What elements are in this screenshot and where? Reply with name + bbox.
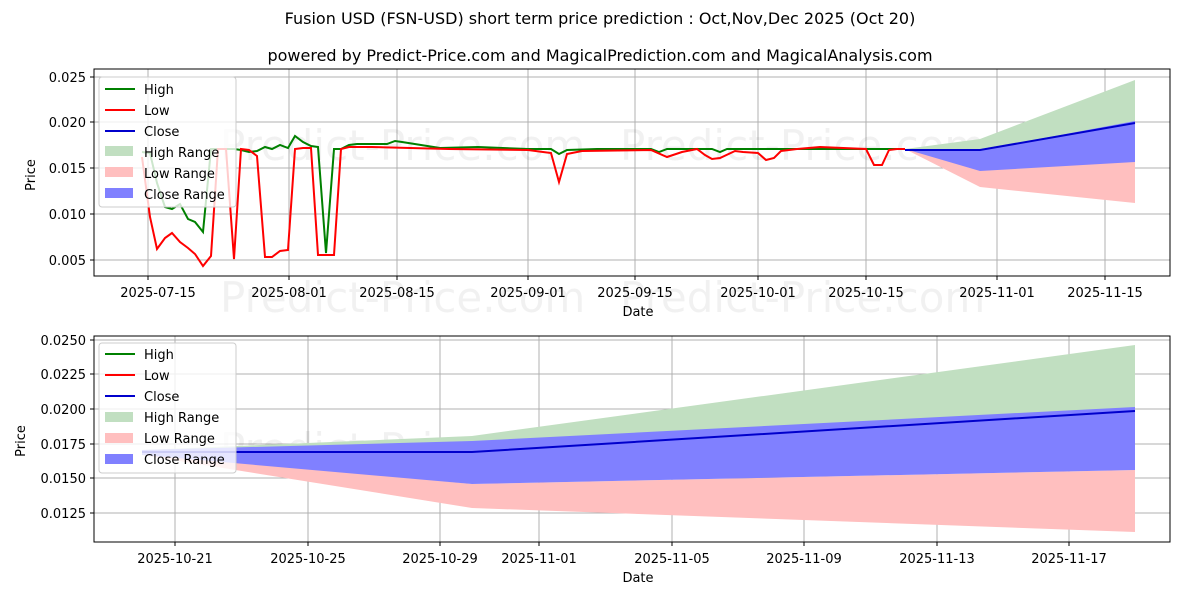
legend-label: High Range [144, 146, 219, 161]
y-axis-label: Price [14, 425, 29, 457]
y-axis-label: Price [24, 159, 39, 191]
legend-high-range-swatch [105, 412, 133, 422]
x-axis-label: Date [622, 571, 653, 586]
y-tick-label: 0.0175 [41, 438, 87, 453]
legend-label: Close [144, 125, 179, 140]
y-tick-label: 0.025 [49, 71, 86, 86]
x-tick-label: 2025-07-15 [120, 286, 196, 301]
bottom-y-axis: 0.0250 0.0225 0.0200 0.0175 0.0150 0.012… [14, 334, 94, 522]
bottom-x-axis: 2025-10-21 2025-10-25 2025-10-29 2025-11… [137, 542, 1107, 586]
legend-label: Low Range [144, 167, 215, 182]
x-tick-label: 2025-09-15 [597, 286, 673, 301]
legend-label: High Range [144, 411, 219, 426]
y-tick-label: 0.0225 [41, 368, 87, 383]
watermark: Predict-Price.com [220, 273, 585, 322]
y-tick-label: 0.020 [49, 116, 86, 131]
x-tick-label: 2025-11-01 [501, 552, 577, 567]
legend-low-range-swatch [105, 167, 133, 177]
x-tick-label: 2025-08-15 [359, 286, 435, 301]
legend-label: Close Range [144, 453, 225, 468]
y-tick-label: 0.0200 [41, 403, 87, 418]
legend-label: Close [144, 390, 179, 405]
legend-close-range-swatch [105, 454, 133, 464]
y-tick-label: 0.005 [49, 254, 86, 269]
chart-subtitle: powered by Predict-Price.com and Magical… [267, 46, 933, 65]
top-close-line [905, 122, 1136, 151]
x-tick-label: 2025-11-15 [1067, 286, 1143, 301]
y-tick-label: 0.0125 [41, 507, 87, 522]
x-tick-label: 2025-11-05 [634, 552, 710, 567]
watermark: Predict-Price.com [620, 273, 985, 322]
watermark: Predict-Price.com [220, 121, 585, 170]
top-x-axis: 2025-07-15 2025-08-01 2025-08-15 2025-09… [120, 276, 1143, 320]
x-tick-label: 2025-10-21 [137, 552, 213, 567]
legend-high-range-swatch [105, 146, 133, 156]
x-tick-label: 2025-08-01 [251, 286, 327, 301]
y-tick-label: 0.010 [49, 208, 86, 223]
top-high-range-area [905, 80, 1135, 149]
x-tick-label: 2025-11-13 [899, 552, 975, 567]
x-tick-label: 2025-11-17 [1031, 552, 1107, 567]
y-tick-label: 0.0150 [41, 472, 87, 487]
top-high-line [141, 134, 905, 254]
top-legend: High Low Close High Range Low Range Clos… [98, 76, 237, 208]
bottom-close-line [142, 410, 1136, 453]
x-tick-label: 2025-11-01 [959, 286, 1035, 301]
top-grid [94, 69, 1170, 276]
x-axis-label: Date [622, 305, 653, 320]
bottom-chart: Predict-Price.com Predict-Price.com 0.02… [14, 334, 1171, 586]
top-chart: Predict-Price.com Predict-Price.com Pred… [24, 68, 1171, 322]
legend-label: Low [144, 104, 170, 119]
legend-label: Close Range [144, 188, 225, 203]
legend-label: Low Range [144, 432, 215, 447]
x-tick-label: 2025-09-01 [490, 286, 566, 301]
y-tick-label: 0.015 [49, 162, 86, 177]
legend-close-range-swatch [105, 188, 133, 198]
y-tick-label: 0.0250 [41, 334, 87, 349]
bottom-legend: High Low Close High Range Low Range Clos… [98, 342, 237, 474]
x-tick-label: 2025-10-25 [270, 552, 346, 567]
x-tick-label: 2025-10-01 [720, 286, 796, 301]
legend-label: High [144, 348, 174, 363]
chart-title: Fusion USD (FSN-USD) short term price pr… [284, 9, 916, 28]
x-tick-label: 2025-10-29 [402, 552, 478, 567]
x-tick-label: 2025-11-09 [766, 552, 842, 567]
legend-label: Low [144, 369, 170, 384]
x-tick-label: 2025-10-15 [828, 286, 904, 301]
top-low-line [141, 145, 905, 268]
legend-low-range-swatch [105, 433, 133, 443]
bottom-low-range-area [142, 452, 1135, 532]
top-y-axis: 0.025 0.020 0.015 0.010 0.005 Price [24, 71, 94, 269]
legend-label: High [144, 83, 174, 98]
watermark: Predict-Price.com [620, 121, 985, 170]
